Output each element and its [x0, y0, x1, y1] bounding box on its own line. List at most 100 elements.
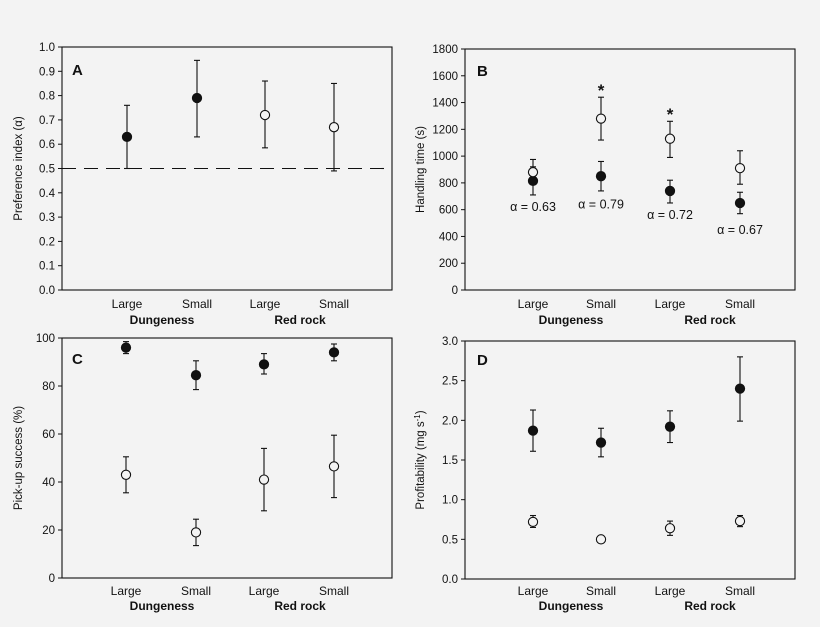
panel-b: 0 200 400 600 800 1000 1200 1400 1600 1800 Handlin…: [415, 44, 796, 327]
y-tick-label: 0.4: [39, 188, 56, 200]
data-point: [190, 360, 202, 391]
open-marker: [527, 167, 539, 178]
panel-label: A: [72, 62, 83, 79]
y-axis-label: Pick-up success (%): [13, 406, 25, 510]
open-marker: [595, 534, 607, 545]
y-tick-label: 1.0: [442, 495, 458, 507]
data-point: [328, 343, 340, 362]
data-point: [328, 434, 340, 499]
x-category-label: Large: [518, 584, 549, 598]
y-tick-label: 0.5: [39, 164, 55, 176]
alpha-annotation: α = 0.63: [510, 200, 556, 214]
y-tick-label: 0: [452, 285, 458, 297]
data-point: [595, 96, 607, 141]
data-point: [190, 518, 202, 547]
panel-label: C: [72, 351, 83, 368]
x-category-label: Small: [586, 584, 616, 598]
data-point: [664, 520, 676, 536]
filled-marker: [595, 437, 607, 448]
x-category-label: Small: [586, 297, 616, 311]
y-tick-label: 600: [439, 205, 458, 217]
x-category-label: Small: [725, 297, 755, 311]
data-point: [595, 160, 607, 192]
data-point: [527, 514, 539, 528]
open-marker: [595, 113, 607, 124]
data-point: [734, 356, 746, 422]
y-tick-label: 1800: [432, 44, 458, 56]
x-category-label: Large: [250, 297, 281, 311]
data-point: [121, 104, 133, 170]
x-group-label: Red rock: [684, 313, 736, 327]
y-tick-label: 40: [42, 477, 55, 489]
y-axis-label: Profitability (mg s-1): [413, 410, 427, 509]
filled-marker: [190, 370, 202, 381]
alpha-annotation: α = 0.67: [717, 223, 763, 237]
data-point: [595, 427, 607, 458]
y-axis-label: Preference index (α): [13, 116, 25, 221]
y-tick-label: 0.1: [39, 261, 55, 273]
filled-marker: [328, 347, 340, 358]
open-marker: [328, 122, 340, 133]
open-marker: [734, 515, 746, 527]
data-point: [595, 534, 607, 545]
y-tick-label: 100: [36, 333, 55, 345]
data-point: [664, 120, 676, 158]
data-point: [734, 191, 746, 215]
filled-marker: [191, 92, 203, 104]
data-point: [664, 179, 676, 204]
data-point: [259, 80, 271, 149]
y-tick-label: 1.5: [442, 455, 458, 467]
significance-star: *: [598, 81, 605, 100]
data-point: [734, 514, 746, 528]
filled-marker: [121, 131, 133, 143]
x-group-label: Dungeness: [539, 313, 604, 327]
y-axis-label: Handling time (s): [415, 126, 427, 213]
plot-frame: [61, 337, 393, 579]
open-marker: [259, 109, 271, 121]
x-category-label: Small: [319, 584, 349, 598]
data-point: [527, 158, 539, 184]
y-tick-label: 80: [42, 381, 55, 393]
filled-marker: [664, 421, 676, 432]
y-tick-label: 200: [439, 258, 458, 270]
y-tick-label: 0.0: [39, 285, 55, 297]
y-tick-label: 2.5: [442, 376, 458, 388]
data-point: [328, 82, 340, 172]
x-group-label: Red rock: [274, 313, 326, 327]
data-point: [664, 410, 676, 444]
y-tick-label: 3.0: [442, 336, 458, 348]
panel-label: D: [477, 352, 488, 369]
filled-marker: [595, 171, 607, 182]
filled-marker: [258, 359, 270, 370]
filled-marker: [734, 197, 746, 209]
x-category-label: Small: [319, 297, 349, 311]
x-group-label: Dungeness: [539, 599, 604, 613]
y-tick-label: 1600: [432, 71, 458, 83]
filled-marker: [527, 425, 539, 436]
y-tick-label: 1000: [432, 151, 458, 163]
data-point: [191, 59, 203, 138]
filled-marker: [120, 342, 132, 353]
open-marker: [190, 527, 202, 538]
open-marker: [328, 461, 340, 472]
x-category-label: Small: [725, 584, 755, 598]
open-marker: [734, 163, 746, 174]
data-point: [734, 150, 746, 185]
y-tick-label: 800: [439, 178, 458, 190]
panel-label: B: [477, 63, 488, 80]
x-category-label: Large: [518, 297, 549, 311]
data-point: [120, 341, 132, 355]
panel-d: 0.0 0.5 1.0 1.5 2.0 2.5 3.0 Profitability (mg s…: [413, 336, 796, 613]
x-category-label: Large: [111, 584, 142, 598]
x-category-label: Large: [249, 584, 280, 598]
filled-marker: [664, 185, 676, 197]
x-group-label: Red rock: [684, 599, 736, 613]
x-category-label: Small: [181, 584, 211, 598]
x-category-label: Large: [112, 297, 143, 311]
y-tick-label: 1200: [432, 124, 458, 136]
y-tick-label: 0.6: [39, 139, 55, 151]
y-tick-label: 0.5: [442, 534, 458, 546]
open-marker: [664, 523, 676, 534]
panel-a: 0.0 0.1 0.2 0.3 0.4 0.5 0.6 0.7 0.8 0.9 1.0 Prefere…: [13, 42, 393, 327]
